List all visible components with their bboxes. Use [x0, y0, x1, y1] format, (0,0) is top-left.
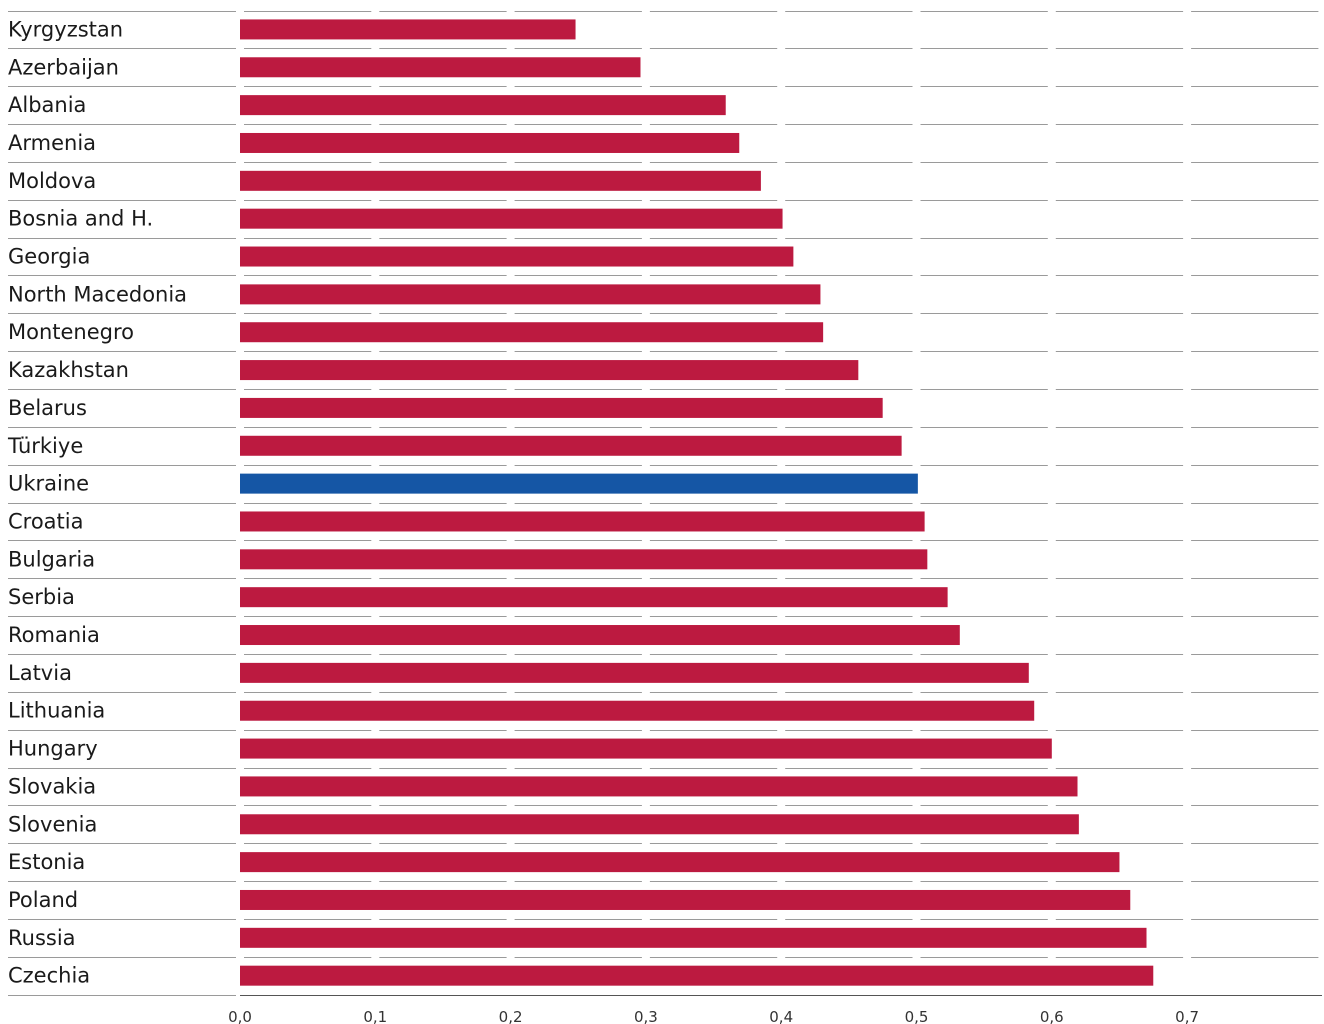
category-label: Montenegro	[8, 320, 134, 344]
bar-croatia	[240, 511, 925, 532]
category-label: Slovenia	[8, 812, 97, 836]
category-labels: Kyrgyzstan Azerbaijan Albania Armenia Moldov…	[7, 17, 187, 987]
bar-slovenia	[240, 814, 1079, 835]
x-tick-label: 0,6	[1040, 1008, 1064, 1024]
category-label: Kazakhstan	[8, 358, 129, 382]
category-label: Kyrgyzstan	[8, 17, 123, 41]
bar-poland	[240, 889, 1131, 910]
category-label: Georgia	[8, 245, 90, 269]
category-label: Lithuania	[8, 699, 105, 723]
category-label: Hungary	[8, 737, 98, 761]
bar-armenia	[240, 132, 740, 153]
bar-kazakhstan	[240, 360, 859, 381]
x-axis: 0,0 0,1 0,2 0,3 0,4 0,5 0,6 0,7	[228, 995, 1322, 1024]
category-label: Belarus	[8, 396, 87, 420]
bar-latvia	[240, 662, 1029, 683]
category-label: Romania	[8, 623, 100, 647]
x-tick-label: 0,5	[905, 1008, 929, 1024]
category-label: North Macedonia	[8, 282, 187, 306]
category-label: Ukraine	[8, 472, 89, 496]
bar-ukraine	[240, 473, 918, 494]
x-tick-label: 0,7	[1175, 1008, 1199, 1024]
bar-bosnia-and-h-	[240, 208, 783, 229]
bar-belarus	[240, 397, 883, 418]
category-label: Türkiye	[7, 434, 83, 458]
bar-russia	[240, 927, 1147, 948]
grid-layer	[8, 11, 1319, 996]
bar-romania	[240, 625, 960, 646]
category-label: Slovakia	[8, 774, 96, 798]
category-label: Albania	[8, 93, 86, 117]
category-label: Bosnia and H.	[8, 207, 153, 231]
category-label: Russia	[8, 926, 76, 950]
bar-azerbaijan	[240, 57, 641, 78]
bar-georgia	[240, 246, 794, 267]
bar-hungary	[240, 738, 1052, 759]
category-label: Czechia	[8, 964, 90, 988]
x-tick-label: 0,4	[769, 1008, 793, 1024]
category-label: Moldova	[8, 169, 96, 193]
bar-albania	[240, 95, 726, 116]
bar-t-rkiye	[240, 435, 902, 456]
bar-kyrgyzstan	[240, 19, 576, 40]
bar-north-macedonia	[240, 284, 821, 305]
bar-slovakia	[240, 776, 1078, 797]
bar-lithuania	[240, 700, 1035, 721]
x-tick-label: 0,1	[363, 1008, 387, 1024]
x-tick-label: 0,3	[634, 1008, 658, 1024]
bar-bulgaria	[240, 549, 928, 570]
x-tick-label: 0,0	[228, 1008, 252, 1024]
bar-moldova	[240, 170, 761, 191]
bar-czechia	[240, 965, 1154, 986]
bar-estonia	[240, 852, 1120, 873]
category-label: Armenia	[8, 131, 96, 155]
category-label: Latvia	[8, 661, 72, 685]
category-label: Bulgaria	[8, 547, 95, 571]
bar-montenegro	[240, 322, 824, 343]
bar-layer	[240, 19, 1154, 986]
category-label: Azerbaijan	[8, 55, 119, 79]
category-label: Croatia	[8, 509, 84, 533]
category-label: Estonia	[8, 850, 85, 874]
category-label: Poland	[8, 888, 78, 912]
x-tick-label: 0,2	[499, 1008, 523, 1024]
category-label: Serbia	[8, 585, 75, 609]
bar-serbia	[240, 587, 948, 608]
